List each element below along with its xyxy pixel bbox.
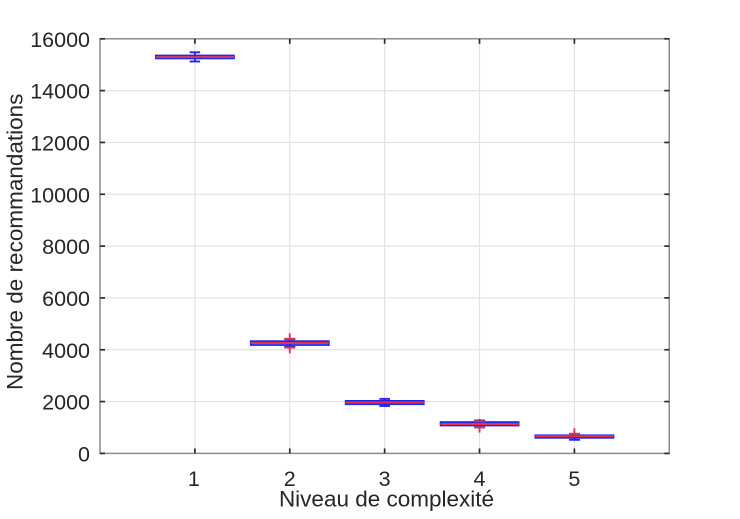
- svg-text:16000: 16000: [30, 28, 90, 52]
- svg-text:4: 4: [474, 467, 486, 491]
- svg-text:2: 2: [284, 467, 296, 491]
- svg-text:0: 0: [78, 442, 90, 466]
- svg-text:10000: 10000: [30, 183, 90, 207]
- svg-text:14000: 14000: [30, 80, 90, 104]
- svg-text:5: 5: [568, 467, 580, 491]
- svg-text:3: 3: [379, 467, 391, 491]
- svg-text:2000: 2000: [42, 391, 90, 415]
- svg-text:8000: 8000: [42, 235, 90, 259]
- svg-text:Nombre de recommandations: Nombre de recommandations: [3, 94, 28, 390]
- svg-text:Niveau de complexité: Niveau de complexité: [279, 487, 494, 512]
- svg-text:12000: 12000: [30, 131, 90, 155]
- svg-text:4000: 4000: [42, 339, 90, 363]
- svg-text:6000: 6000: [42, 287, 90, 311]
- svg-text:1: 1: [188, 467, 200, 491]
